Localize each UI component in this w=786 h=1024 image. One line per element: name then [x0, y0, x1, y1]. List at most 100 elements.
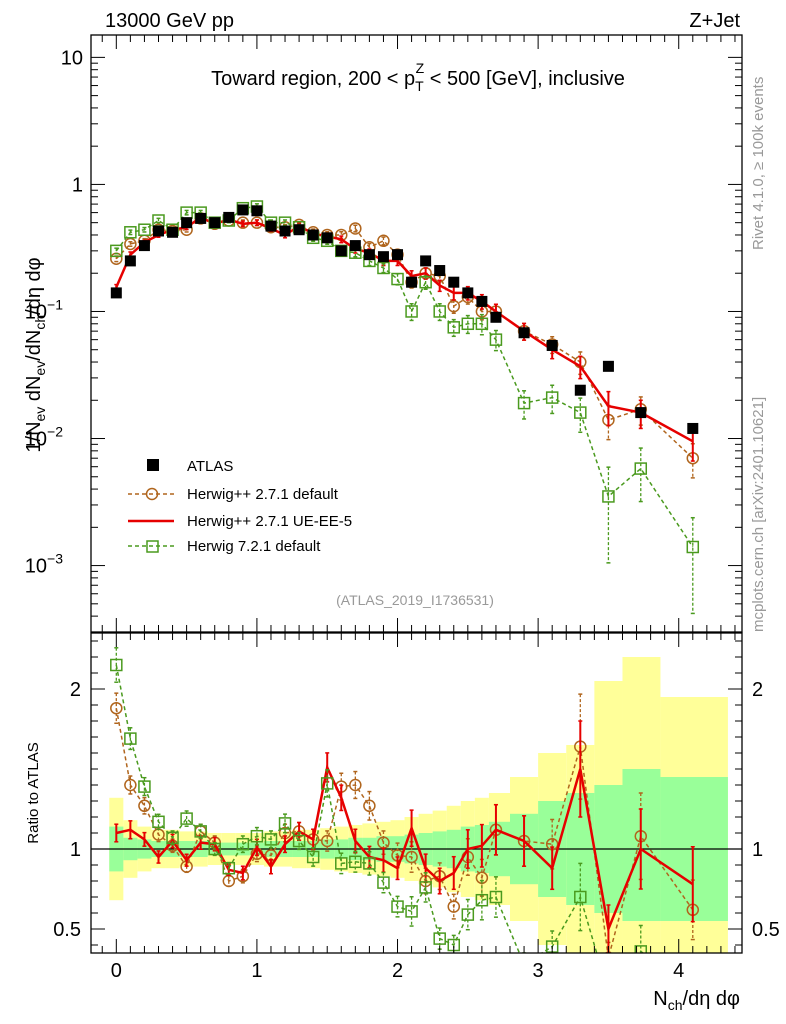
main-frame: [90, 34, 743, 633]
data-point-herwig72: [475, 317, 489, 331]
ratio-point-herwig72: [363, 857, 376, 870]
data-point-atlas: [546, 339, 558, 351]
data-point-atlas: [152, 225, 164, 237]
x-tick-label: 1: [251, 960, 262, 982]
ratio-point-herwig-default: [405, 850, 418, 864]
data-point-atlas: [490, 311, 502, 323]
ratio-point-herwig-default: [604, 951, 613, 953]
ratio-point-herwig72: [574, 890, 587, 904]
legend-label-herwig-ueee5: Herwig++ 2.7.1 UE-EE-5: [187, 513, 352, 530]
ratio-line-herwig-7-2-1-default: [115, 664, 645, 953]
data-point-herwig72: [517, 396, 531, 410]
data-point-herwig-default: [447, 299, 461, 313]
ratio-point-herwig72: [152, 815, 165, 829]
ratio-point-herwig-default: [447, 900, 461, 913]
data-point-atlas: [335, 245, 347, 257]
ratio-point-herwig72: [433, 932, 446, 945]
data-point-atlas: [406, 276, 418, 288]
series-line-herwig-7-2-1-default: [115, 205, 694, 548]
ratio-point-herwig72: [519, 959, 530, 970]
ratio-point-herwig72: [349, 855, 362, 869]
data-point-atlas: [349, 240, 361, 252]
data-point-atlas: [195, 212, 207, 224]
rivet-info-label: Rivet 4.1.0, ≥ 100k events: [750, 77, 767, 250]
data-point-atlas: [363, 249, 375, 261]
ratio-point-herwig72: [208, 842, 221, 856]
data-point-atlas: [265, 220, 277, 232]
data-point-atlas: [181, 217, 193, 229]
ratio-point-herwig72: [222, 861, 236, 875]
data-point-herwig72: [405, 305, 418, 318]
main-y-tick-label: 10−3: [25, 551, 63, 578]
ratio-y-tick-label: 2: [70, 679, 81, 701]
data-point-herwig72: [461, 317, 475, 331]
ratio-point-herwig72: [419, 881, 432, 894]
ratio-point-herwig72: [124, 732, 137, 745]
data-point-herwig-default: [349, 222, 362, 235]
data-point-atlas: [110, 287, 122, 299]
legend-marker-herwig72: [146, 540, 159, 553]
data-point-atlas: [223, 211, 235, 223]
x-tick-label: 3: [533, 960, 544, 982]
data-point-atlas: [251, 205, 263, 217]
ratio-line-herwig-2-7-1-ue-ee-5: [116, 763, 694, 934]
analysis-tag: (ATLAS_2019_I1736531): [336, 592, 494, 608]
data-point-atlas: [321, 232, 333, 244]
data-point-atlas: [167, 226, 179, 238]
main-y-tick-label: 10: [61, 47, 83, 69]
ratio-point-herwig72: [634, 945, 648, 953]
ratio-point-herwig72: [166, 831, 179, 845]
main-y-tick-label: 1: [72, 174, 83, 196]
ratio-point-herwig72: [278, 817, 292, 830]
ratio-point-herwig72: [391, 900, 404, 913]
data-point-herwig72: [574, 406, 587, 419]
ratio-point-herwig72: [138, 780, 151, 793]
data-point-atlas: [687, 422, 699, 434]
legend-label-herwig-default: Herwig++ 2.7.1 default: [187, 486, 339, 503]
legend-marker-atlas: [147, 459, 159, 471]
ratio-point-herwig72: [489, 890, 503, 904]
data-point-herwig72: [634, 462, 648, 475]
data-point-atlas: [602, 360, 614, 372]
main-panel: 10 1 10−1 10−2 10−3 Toward region, 200 < pTZ…: [23, 34, 743, 633]
ratio-point-herwig72: [461, 908, 475, 921]
main-y-axis-label: 1/Nev dNev/dNch/dη dφ: [23, 257, 48, 452]
data-point-atlas: [392, 249, 404, 261]
ratio-point-herwig72: [377, 876, 390, 889]
series-line-herwig-2-7-1-ue-ee-5: [115, 215, 694, 443]
data-point-herwig72: [377, 261, 390, 275]
data-point-atlas: [434, 265, 446, 277]
data-point-atlas: [574, 384, 586, 396]
ratio-point-herwig72: [335, 857, 348, 870]
ratio-y-tick-label-right: 2: [752, 679, 763, 701]
ratio-point-herwig72: [603, 988, 614, 999]
data-point-atlas: [209, 217, 221, 229]
ratio-frame: [90, 632, 743, 954]
x-tick-label: 4: [673, 960, 684, 982]
data-point-herwig72: [602, 490, 615, 503]
legend: ATLAS Herwig++ 2.7.1 default Herwig++ 2.…: [128, 458, 352, 555]
ratio-point-herwig72: [475, 893, 489, 907]
ratio-point-herwig72: [110, 658, 123, 672]
series-line-herwig-2-7-1-default: [115, 217, 694, 459]
data-point-herwig72: [419, 275, 432, 289]
legend-label-herwig72: Herwig 7.2.1 default: [187, 538, 321, 555]
legend-label-atlas: ATLAS: [187, 458, 233, 475]
main-y-tick-label: 10−2: [25, 424, 63, 451]
header-process-label: Z+Jet: [689, 10, 740, 32]
header-energy-label: 13000 GeV pp: [105, 10, 234, 32]
ratio-point-herwig-default: [138, 799, 151, 813]
data-point-atlas: [518, 327, 530, 339]
data-point-atlas: [237, 204, 249, 216]
ratio-point-herwig-default: [124, 778, 137, 792]
mcplots-credit-label: mcplots.cern.ch [arXiv:2401.10621]: [750, 397, 767, 632]
data-point-atlas: [138, 240, 150, 252]
data-point-atlas: [635, 407, 647, 419]
ratio-point-herwig72: [194, 825, 207, 838]
ratio-y-axis-label: Ratio to ATLAS: [25, 742, 42, 843]
ratio-point-herwig72: [320, 777, 334, 790]
data-point-atlas: [124, 255, 136, 267]
x-tick-label: 0: [111, 960, 122, 982]
data-point-herwig-default: [377, 234, 390, 248]
